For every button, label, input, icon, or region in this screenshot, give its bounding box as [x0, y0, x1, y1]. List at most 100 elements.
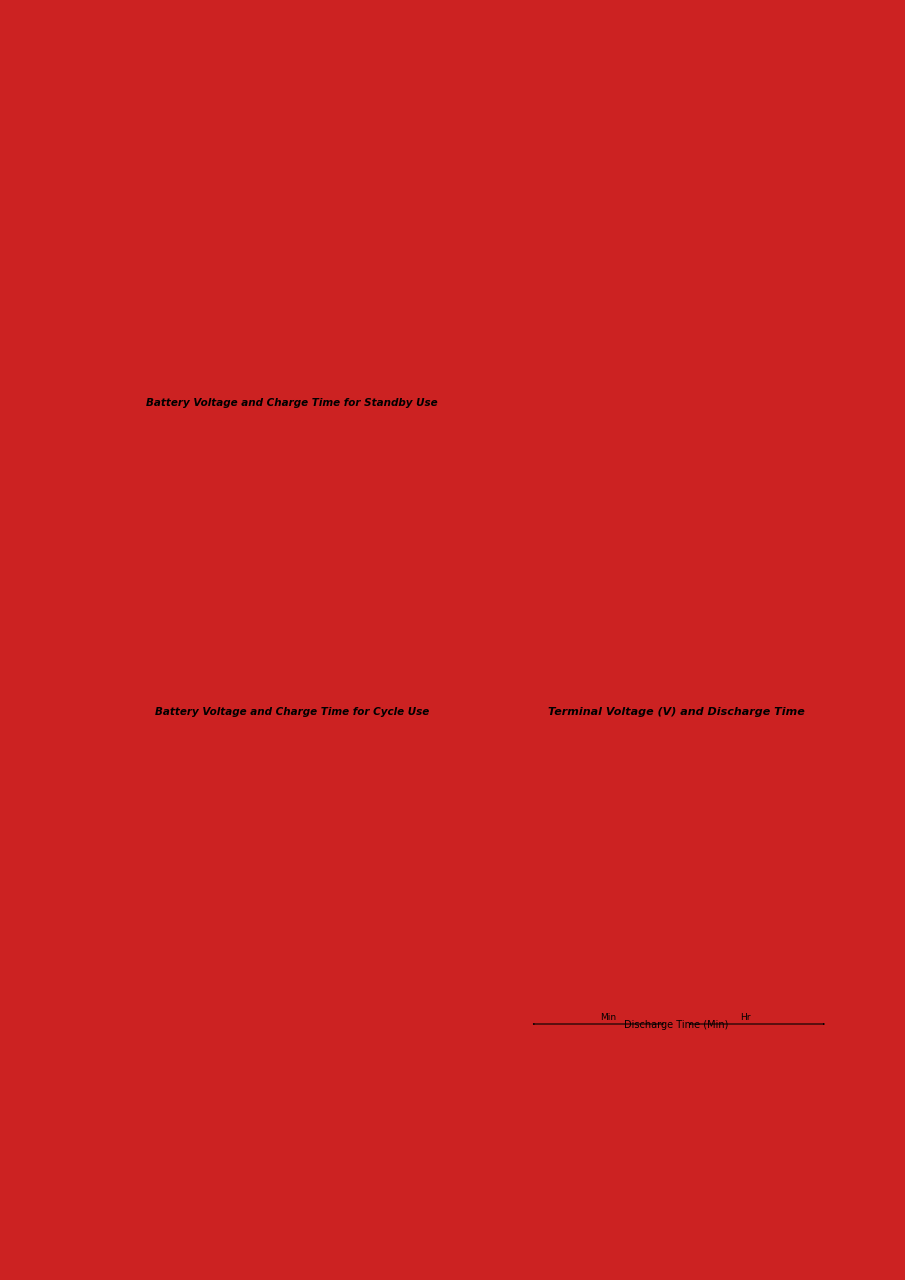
- FancyBboxPatch shape: [305, 1092, 369, 1116]
- FancyBboxPatch shape: [674, 1189, 887, 1216]
- Text: Set Point: Set Point: [172, 1074, 211, 1083]
- FancyBboxPatch shape: [729, 1037, 808, 1076]
- FancyBboxPatch shape: [18, 1248, 189, 1270]
- Text: RG1250T1: RG1250T1: [14, 12, 173, 40]
- FancyBboxPatch shape: [189, 1228, 425, 1248]
- X-axis label: Charge Time (H): Charge Time (H): [252, 1034, 332, 1044]
- Text: 91%: 91%: [770, 1198, 791, 1207]
- Text: 5°C
(41°F): 5°C (41°F): [797, 145, 821, 164]
- Text: -15 °C: -15 °C: [90, 1254, 118, 1263]
- Y-axis label: Capacity (%): Capacity (%): [483, 536, 493, 598]
- X-axis label: Storage Period (Month): Storage Period (Month): [616, 415, 737, 425]
- Y-axis label: Capacity Retention Ratio (%): Capacity Retention Ratio (%): [482, 179, 491, 311]
- Text: 2.25~2.30: 2.25~2.30: [243, 1125, 282, 1134]
- Text: Dependency of Capacity (20HR): Dependency of Capacity (20HR): [226, 1169, 388, 1178]
- Text: Discharge
Depth 100%: Discharge Depth 100%: [530, 662, 578, 682]
- Text: Charge Voltage(V/Cell): Charge Voltage(V/Cell): [74, 1047, 173, 1056]
- Text: Ambient Temperature:
25°C (77°F): Ambient Temperature: 25°C (77°F): [651, 685, 729, 699]
- Text: 1.60: 1.60: [839, 1052, 856, 1061]
- Text: 0.2C<(A)<0.5C: 0.2C<(A)<0.5C: [661, 1092, 719, 1101]
- FancyBboxPatch shape: [462, 1161, 674, 1189]
- Text: 0.6C: 0.6C: [729, 762, 745, 768]
- Text: ① Discharge
  —100% (0.05CA×20H)
  —— 50% (0.05CA×10H)
② Charge
  Charge Voltage: ① Discharge —100% (0.05CA×20H) —— 50% (0…: [317, 596, 393, 644]
- Y-axis label: Charge Quantity (%): Charge Quantity (%): [105, 832, 114, 919]
- X-axis label: Charge Time (H): Charge Time (H): [252, 726, 332, 736]
- Text: 25 °C: 25 °C: [91, 1212, 116, 1221]
- Y-axis label: Life Expectancy (Years): Life Expectancy (Years): [33, 192, 42, 298]
- FancyBboxPatch shape: [674, 1216, 887, 1243]
- FancyBboxPatch shape: [651, 1037, 729, 1076]
- FancyBboxPatch shape: [189, 1185, 425, 1206]
- Text: ① Discharge
  —100% (0.05CA×20H)
  —— 50% (0.05CA×10H)
② Charge
  Charge Voltage: ① Discharge —100% (0.05CA×20H) —— 50% (0…: [304, 913, 380, 960]
- Text: 6 Months: 6 Months: [548, 1225, 588, 1234]
- FancyBboxPatch shape: [462, 1216, 674, 1243]
- Text: 25°C(77°F): 25°C(77°F): [102, 1100, 145, 1108]
- Text: Standby: Standby: [35, 1125, 67, 1134]
- FancyBboxPatch shape: [808, 1076, 887, 1116]
- Text: Battery Voltage and Charge Time for Standby Use: Battery Voltage and Charge Time for Stan…: [146, 398, 438, 408]
- FancyBboxPatch shape: [18, 1228, 189, 1248]
- FancyBboxPatch shape: [163, 1066, 220, 1092]
- Text: Preservation rate: Preservation rate: [736, 1171, 825, 1180]
- Text: Temperature: Temperature: [96, 1074, 151, 1083]
- FancyBboxPatch shape: [220, 1092, 305, 1116]
- FancyBboxPatch shape: [18, 1092, 84, 1116]
- Text: 0.05C: 0.05C: [818, 753, 839, 758]
- Text: Final Discharge
Voltage V/Cell: Final Discharge Voltage V/Cell: [488, 1047, 547, 1066]
- FancyBboxPatch shape: [651, 1076, 729, 1116]
- Text: 82%: 82%: [770, 1225, 791, 1234]
- FancyBboxPatch shape: [84, 1116, 163, 1142]
- Text: Discharge
Depth 50%: Discharge Depth 50%: [611, 662, 653, 682]
- Text: Cycle Use: Cycle Use: [33, 1100, 70, 1108]
- FancyBboxPatch shape: [18, 1116, 84, 1142]
- Text: Min: Min: [600, 1014, 616, 1023]
- Text: 30°C
(86°F): 30°C (86°F): [614, 218, 638, 237]
- FancyBboxPatch shape: [84, 1066, 163, 1092]
- Text: Terminal Voltage (V) and Discharge Time: Terminal Voltage (V) and Discharge Time: [548, 707, 805, 717]
- FancyBboxPatch shape: [18, 1206, 189, 1228]
- Y-axis label: Terminal Voltage (V): Terminal Voltage (V): [488, 827, 498, 924]
- FancyBboxPatch shape: [572, 1076, 651, 1116]
- FancyBboxPatch shape: [462, 1037, 572, 1076]
- FancyBboxPatch shape: [305, 1116, 369, 1142]
- FancyBboxPatch shape: [305, 1066, 369, 1092]
- Text: 100%: 100%: [294, 1212, 320, 1221]
- Text: 2.40~2.50: 2.40~2.50: [243, 1100, 282, 1108]
- Text: 1C: 1C: [670, 780, 680, 788]
- Y-axis label: Charge Quantity (%): Charge Quantity (%): [105, 524, 114, 611]
- Text: Application: Application: [26, 1047, 76, 1056]
- Y-axis label: Charge Current (CA): Charge Current (CA): [468, 837, 477, 914]
- Text: 0.25C: 0.25C: [767, 759, 787, 765]
- Text: Trickle(or Float)Design Life: Trickle(or Float)Design Life: [182, 74, 352, 84]
- Text: 12 Months: 12 Months: [544, 1252, 592, 1261]
- Text: Hr: Hr: [740, 1014, 750, 1023]
- Legend: 25°C 77°F, 20°C 68°F: 25°C 77°F, 20°C 68°F: [762, 740, 829, 768]
- FancyBboxPatch shape: [189, 1248, 425, 1270]
- Text: ① Charging Voltage
  2.25V/Cell: ① Charging Voltage 2.25V/Cell: [227, 163, 302, 182]
- FancyBboxPatch shape: [163, 1092, 220, 1116]
- FancyBboxPatch shape: [18, 1161, 189, 1185]
- Text: 3 Months: 3 Months: [548, 1198, 588, 1207]
- Text: Discharge Time (Min): Discharge Time (Min): [624, 1020, 729, 1030]
- Text: Discharge Current VS. Discharge Voltage: Discharge Current VS. Discharge Voltage: [462, 1011, 733, 1024]
- Text: 12V  5Ah: 12V 5Ah: [434, 13, 561, 36]
- Text: 85%: 85%: [297, 1234, 318, 1243]
- Text: 3C: 3C: [551, 800, 561, 809]
- Y-axis label: Charge Current (CA): Charge Current (CA): [468, 529, 477, 605]
- Text: Charge Quantity
(to-Discharge Quantity) Ratio: Charge Quantity (to-Discharge Quantity) …: [340, 512, 421, 522]
- Text: 2.275: 2.275: [181, 1125, 202, 1134]
- Text: 65%: 65%: [297, 1254, 318, 1263]
- Text: Self-discharge Characteristics: Self-discharge Characteristics: [462, 1142, 650, 1152]
- Text: Battery Voltage: Battery Voltage: [166, 791, 214, 796]
- Bar: [0, 51, 905, 58]
- Text: Battery Voltage: Battery Voltage: [166, 504, 214, 509]
- Text: 2C: 2C: [580, 790, 590, 799]
- FancyBboxPatch shape: [163, 1037, 220, 1066]
- X-axis label: Temperature (°C): Temperature (°C): [222, 415, 312, 425]
- FancyBboxPatch shape: [462, 1076, 572, 1116]
- Text: 40 °C: 40 °C: [91, 1190, 116, 1201]
- Text: Charging Procedures: Charging Procedures: [18, 1011, 157, 1024]
- Text: Capacity Retention  Characteristic: Capacity Retention Characteristic: [569, 74, 784, 84]
- Y-axis label: Charge Current (CA): Charge Current (CA): [22, 529, 30, 605]
- Text: 1.75: 1.75: [603, 1052, 620, 1061]
